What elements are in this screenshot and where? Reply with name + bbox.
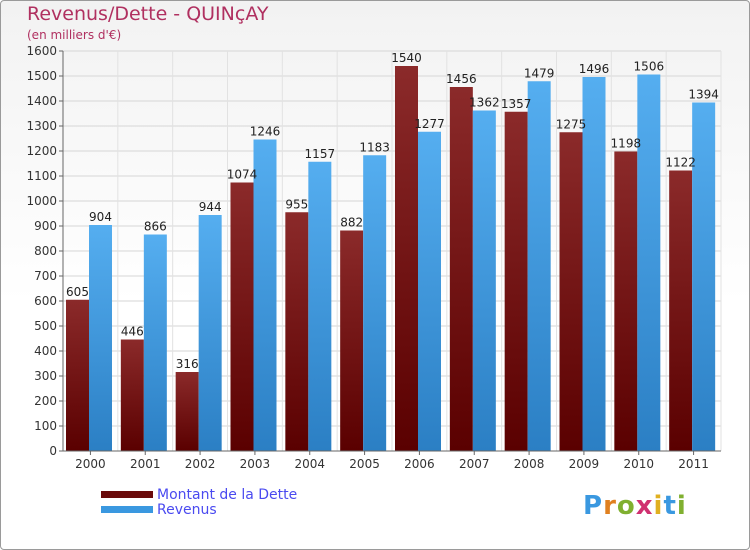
y-tick-label: 1000 [26, 194, 57, 208]
x-tick-label: 2011 [678, 457, 709, 471]
legend-item-revenus: Revenus [101, 501, 297, 518]
y-tick-label: 1300 [26, 119, 57, 133]
data-label-revenus: 1479 [524, 66, 555, 80]
y-tick-label: 1200 [26, 144, 57, 158]
y-tick-label: 300 [34, 369, 57, 383]
data-label-dette: 955 [285, 197, 308, 211]
bar-revenus [363, 155, 387, 451]
axes: 0 100 200 300 400 500 600 700 800 900 1000 1100 1200… [26, 44, 721, 471]
bar-revenus [198, 215, 222, 451]
chart-subtitle: (en milliers d'€) [27, 28, 122, 42]
data-label-revenus: 1157 [305, 147, 336, 161]
data-labels: 605 904 446 866 316 944 1074 1246 955 1157 882 1183… [66, 51, 719, 371]
bar-dette [175, 372, 199, 451]
legend-label-revenus: Revenus [157, 501, 217, 518]
x-tick-label: 2002 [185, 457, 216, 471]
data-label-revenus: 1394 [688, 88, 719, 102]
data-label-dette: 1198 [611, 137, 642, 151]
bar-revenus [527, 81, 551, 451]
x-tick-label: 2000 [75, 457, 106, 471]
bar-revenus [143, 234, 167, 451]
x-tick-label: 2001 [130, 457, 161, 471]
y-tick-label: 800 [34, 244, 57, 258]
data-label-revenus: 1246 [250, 125, 281, 139]
bar-dette [66, 299, 89, 451]
x-tick-label: 2006 [404, 457, 435, 471]
x-tick-label: 2005 [349, 457, 380, 471]
y-tick-label: 1600 [26, 44, 57, 58]
bar-revenus [692, 102, 716, 451]
bar-revenus [418, 131, 441, 451]
bar-revenus [308, 161, 332, 451]
y-tick-label: 200 [34, 394, 57, 408]
data-label-revenus: 1362 [469, 96, 500, 110]
data-label-dette: 446 [121, 325, 144, 339]
y-tick-label: 100 [34, 419, 57, 433]
legend: Montant de la Dette Revenus [101, 486, 298, 518]
bar-dette [669, 170, 693, 451]
data-label-revenus: 944 [199, 200, 222, 214]
bar-revenus [89, 225, 112, 451]
y-tick-label: 900 [34, 219, 57, 233]
data-label-dette: 1122 [665, 156, 696, 170]
y-tick-label: 500 [34, 319, 57, 333]
y-tick-label: 600 [34, 294, 57, 308]
data-label-dette: 1357 [501, 97, 532, 111]
data-label-revenus: 1183 [359, 140, 390, 154]
grid-lines [62, 50, 722, 452]
bars [66, 66, 716, 451]
data-label-dette: 605 [66, 285, 89, 299]
bar-dette [559, 132, 583, 451]
data-label-dette: 316 [176, 357, 199, 371]
bar-dette [504, 111, 528, 451]
data-label-dette: 1456 [446, 72, 477, 86]
x-tick-label: 2010 [623, 457, 654, 471]
x-tick-label: 2007 [459, 457, 490, 471]
bar-dette [340, 230, 364, 451]
data-label-dette: 1074 [227, 168, 258, 182]
bar-revenus [253, 139, 277, 451]
legend-item-dette: Montant de la Dette [101, 486, 298, 503]
data-label-revenus: 1496 [579, 62, 610, 76]
x-tick-label: 2004 [294, 457, 325, 471]
data-label-dette: 882 [340, 216, 363, 230]
y-tick-label: 400 [34, 344, 57, 358]
bar-revenus [472, 110, 496, 451]
y-tick-label: 0 [49, 444, 57, 458]
chart-title: Revenus/Dette - QUINçAY [27, 3, 269, 25]
x-tick-label: 2003 [240, 457, 271, 471]
data-label-revenus: 904 [89, 210, 112, 224]
bar-revenus [637, 74, 661, 451]
y-tick-label: 1500 [26, 69, 57, 83]
legend-label-dette: Montant de la Dette [157, 486, 298, 503]
data-label-dette: 1540 [391, 51, 422, 65]
bar-dette [614, 151, 638, 451]
data-label-dette: 1275 [556, 117, 587, 131]
data-label-revenus: 1277 [414, 117, 445, 131]
proxiti-logo: Proxiti [583, 491, 687, 521]
bar-dette [120, 339, 144, 451]
x-tick-label: 2009 [569, 457, 600, 471]
data-label-revenus: 1506 [634, 60, 665, 74]
data-label-revenus: 866 [144, 220, 167, 234]
y-tick-label: 1400 [26, 94, 57, 108]
y-tick-label: 1100 [26, 169, 57, 183]
bar-revenus [582, 77, 606, 451]
legend-swatch-dette [101, 491, 153, 498]
legend-swatch-revenus [101, 506, 153, 513]
bar-dette [395, 66, 418, 451]
bar-dette [285, 212, 309, 451]
y-tick-label: 700 [34, 269, 57, 283]
bar-dette [230, 182, 254, 451]
bar-dette [449, 87, 473, 451]
x-tick-label: 2008 [514, 457, 545, 471]
